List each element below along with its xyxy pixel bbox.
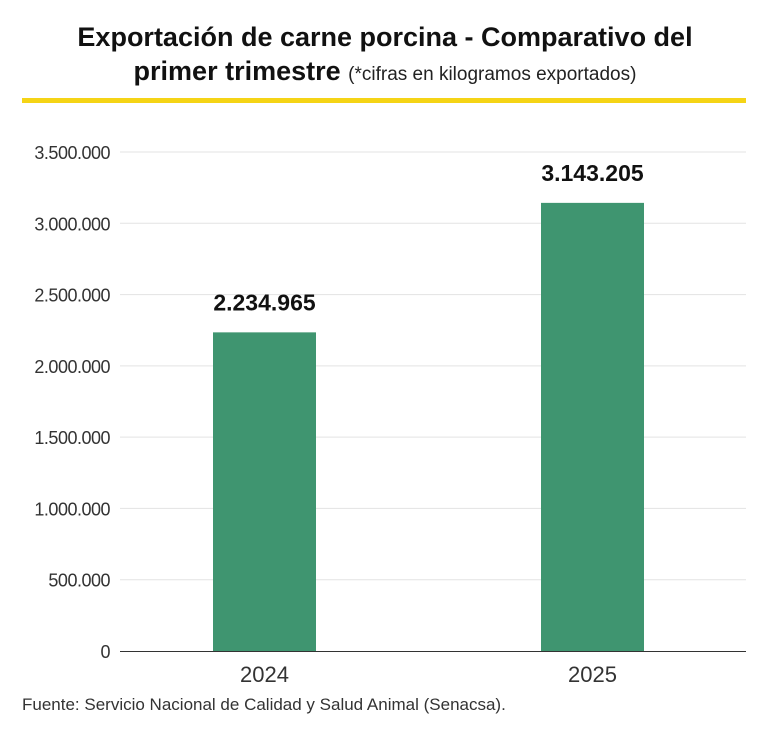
chart-title-line2: primer trimestre (*cifras en kilogramos … [0, 56, 770, 87]
bar-2025 [541, 202, 644, 651]
y-tick-label: 0 [100, 642, 110, 662]
data-label: 3.143.205 [541, 160, 644, 186]
y-tick-label: 2.500.000 [34, 286, 110, 306]
y-tick-label: 500.000 [48, 571, 110, 591]
y-tick-label: 1.000.000 [34, 499, 110, 519]
chart-subtitle: (*cifras en kilogramos exportados) [348, 64, 637, 85]
accent-rule [22, 98, 746, 103]
chart-title-line2-text: primer trimestre [133, 56, 341, 86]
x-tick-label: 2025 [568, 662, 617, 687]
y-tick-label: 3.000.000 [34, 214, 110, 234]
x-tick-label: 2024 [240, 662, 289, 687]
y-tick-label: 1.500.000 [34, 428, 110, 448]
source-note: Fuente: Servicio Nacional de Calidad y S… [22, 695, 506, 714]
y-tick-label: 2.000.000 [34, 357, 110, 377]
chart-title: Exportación de carne porcina - Comparati… [77, 22, 693, 52]
data-label: 2.234.965 [213, 289, 316, 315]
y-tick-label: 3.500.000 [34, 143, 110, 163]
bar-2024 [213, 332, 316, 651]
